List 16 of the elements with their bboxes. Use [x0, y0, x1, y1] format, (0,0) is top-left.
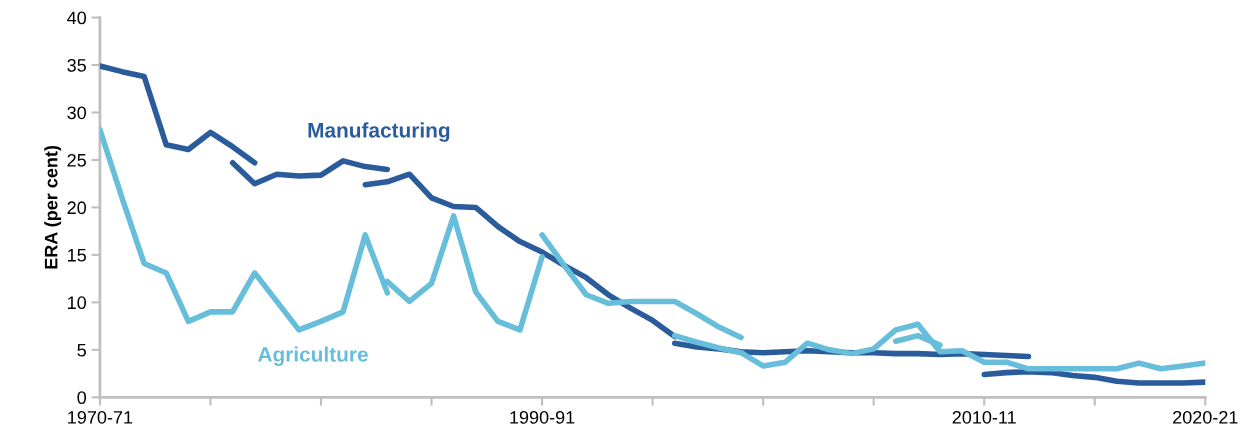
y-tick-label: 30 [67, 106, 87, 120]
x-tick-label: 2020-21 [1173, 410, 1238, 424]
y-axis-title: ERA (per cent) [44, 145, 62, 269]
y-tick-label: 20 [67, 201, 87, 215]
x-tick-label: 2010-11 [952, 410, 1016, 424]
series-label: Agriculture [257, 346, 368, 367]
y-tick-label: 15 [68, 249, 86, 262]
y-tick-label: 10 [68, 296, 87, 310]
x-tick-label: 1990-91 [510, 410, 575, 424]
x-tick-label: 1970-71 [68, 410, 133, 424]
series-label: Manufacturing [308, 122, 450, 142]
y-tick-label: 0 [77, 391, 87, 405]
y-tick-label: 5 [77, 343, 86, 357]
y-tick-label: 40 [67, 11, 87, 25]
y-tick-label: 25 [67, 153, 86, 167]
y-tick-label: 35 [67, 58, 86, 72]
